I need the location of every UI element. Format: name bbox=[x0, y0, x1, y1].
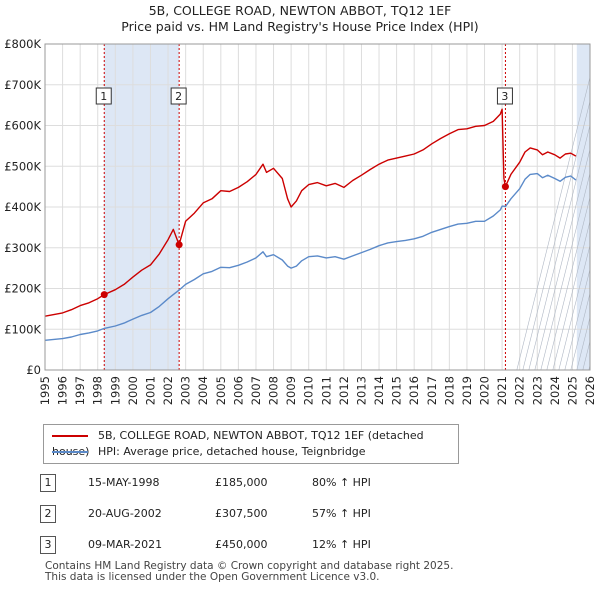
footer-line-1: Contains HM Land Registry data © Crown c… bbox=[45, 560, 454, 572]
x-tick-label: 2009 bbox=[284, 376, 298, 405]
x-tick-label: 2005 bbox=[214, 376, 228, 405]
x-tick-label: 2019 bbox=[460, 376, 474, 405]
x-tick-label: 2015 bbox=[390, 376, 404, 405]
sale-hpi-diff: 57% ↑ HPI bbox=[312, 507, 371, 520]
sale-label-number: 2 bbox=[175, 90, 182, 103]
sale-hpi-diff: 80% ↑ HPI bbox=[312, 476, 371, 489]
legend-swatch-property bbox=[52, 435, 88, 437]
x-tick-label: 1998 bbox=[91, 376, 105, 405]
x-tick-label: 2022 bbox=[513, 376, 527, 405]
sale-number-badge: 1 bbox=[40, 474, 56, 492]
sale-date: 20-AUG-2002 bbox=[88, 507, 162, 520]
x-tick-label: 2003 bbox=[179, 376, 193, 405]
x-tick-label: 2004 bbox=[196, 376, 210, 405]
sale-label-number: 3 bbox=[501, 90, 508, 103]
legend-label-hpi: HPI: Average price, detached house, Teig… bbox=[98, 445, 366, 458]
x-tick-label: 2011 bbox=[319, 376, 333, 405]
x-tick-label: 2007 bbox=[249, 376, 263, 405]
hatch-line bbox=[546, 156, 600, 371]
legend-item-hpi: HPI: Average price, detached house, Teig… bbox=[52, 444, 366, 460]
x-tick-label: 2008 bbox=[267, 376, 281, 405]
sale-hpi-diff: 12% ↑ HPI bbox=[312, 538, 371, 551]
legend: 5B, COLLEGE ROAD, NEWTON ABBOT, TQ12 1EF… bbox=[43, 424, 459, 464]
series-line-hpi bbox=[44, 172, 577, 341]
chart-subtitle: Price paid vs. HM Land Registry's House … bbox=[121, 19, 479, 34]
x-tick-label: 1997 bbox=[73, 376, 87, 405]
hatch-line bbox=[516, 43, 599, 371]
hatch-line bbox=[570, 252, 600, 371]
sale-label-number: 1 bbox=[100, 90, 107, 103]
legend-item-property: 5B, COLLEGE ROAD, NEWTON ABBOT, TQ12 1EF… bbox=[52, 428, 458, 458]
legend-swatch-hpi bbox=[52, 451, 88, 453]
sale-date: 09-MAR-2021 bbox=[88, 538, 163, 551]
x-tick-label: 2025 bbox=[565, 376, 579, 405]
y-tick-label: £400K bbox=[4, 200, 41, 214]
sale-point bbox=[175, 241, 183, 249]
sale-point bbox=[501, 183, 509, 191]
x-tick-label: 2023 bbox=[530, 376, 544, 405]
hatch-line bbox=[540, 132, 600, 371]
sale-label-box bbox=[170, 87, 187, 105]
y-tick-label: £700K bbox=[4, 78, 41, 92]
sale-price: £307,500 bbox=[215, 507, 268, 520]
x-tick-label: 2002 bbox=[161, 376, 175, 405]
x-tick-label: 2006 bbox=[231, 376, 245, 405]
x-tick-label: 1999 bbox=[108, 376, 122, 405]
y-tick-label: £100K bbox=[4, 322, 41, 336]
x-tick-label: 2020 bbox=[478, 376, 492, 405]
x-tick-label: 2024 bbox=[548, 376, 562, 405]
sale-number-badge: 2 bbox=[40, 505, 56, 523]
y-tick-label: £600K bbox=[4, 119, 41, 133]
x-tick-label: 2014 bbox=[372, 376, 386, 405]
hatch-line bbox=[564, 228, 600, 371]
footer-line-2: This data is licensed under the Open Gov… bbox=[45, 571, 380, 583]
x-tick-label: 2026 bbox=[583, 376, 597, 405]
x-tick-label: 2016 bbox=[407, 376, 421, 405]
x-tick-label: 2012 bbox=[337, 376, 351, 405]
x-tick-label: 1995 bbox=[38, 376, 52, 405]
sale-price: £185,000 bbox=[215, 476, 268, 489]
hatch-line bbox=[534, 108, 600, 371]
y-tick-label: £500K bbox=[4, 159, 41, 173]
footer-attribution: Contains HM Land Registry data © Crown c… bbox=[45, 561, 453, 583]
y-tick-label: £800K bbox=[4, 37, 41, 51]
y-tick-label: £300K bbox=[4, 241, 41, 255]
price-chart: £0 £100K £200K £300K £400K £500K £600K £700K £80… bbox=[4, 37, 600, 405]
plot-frame bbox=[44, 43, 591, 371]
x-tick-label: 2010 bbox=[302, 376, 316, 405]
sale-date: 15-MAY-1998 bbox=[88, 476, 160, 489]
x-tick-label: 2001 bbox=[143, 376, 157, 405]
sale-point bbox=[100, 291, 108, 299]
x-tick-label: 2000 bbox=[126, 376, 140, 405]
y-tick-label: £200K bbox=[4, 282, 41, 296]
x-tick-label: 1996 bbox=[56, 376, 70, 405]
sale-label-box bbox=[496, 87, 513, 105]
hatch-mask bbox=[590, 42, 600, 372]
sale-number-badge: 3 bbox=[40, 536, 56, 554]
x-tick-label: 2018 bbox=[442, 376, 456, 405]
x-tick-label: 2013 bbox=[354, 376, 368, 405]
sale-price: £450,000 bbox=[215, 538, 268, 551]
sale-label-box bbox=[95, 87, 112, 105]
chart-title: 5B, COLLEGE ROAD, NEWTON ABBOT, TQ12 1EF bbox=[148, 3, 452, 18]
x-tick-label: 2021 bbox=[495, 376, 509, 405]
y-tick-label: £0 bbox=[26, 363, 41, 377]
x-tick-label: 2017 bbox=[425, 376, 439, 405]
